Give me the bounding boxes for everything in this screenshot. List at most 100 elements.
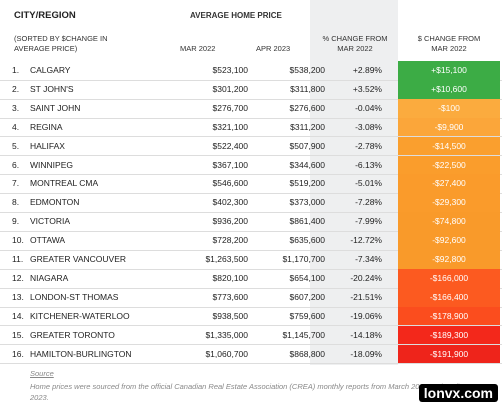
rank: 15. (12, 329, 24, 340)
mar-price: $522,400 (212, 140, 248, 151)
table-row: 7. MONTREAL CMA $546,600 $519,200 -5.01% -$27… (0, 174, 502, 195)
footer-note: Home prices were sourced from the offici… (30, 382, 460, 402)
watermark: lonvx.com (418, 384, 498, 402)
pct-change: +2.89% (352, 65, 382, 75)
rank: 3. (12, 102, 20, 113)
table-row: 3. SAINT JOHN $276,700 $276,600 -0.04% -$100 (0, 98, 502, 119)
mar-price: $523,100 (212, 65, 248, 75)
dollar-change: -$14,500 (398, 136, 500, 156)
table-row: 15. GREATER TORONTO $1,335,000 $1,145,700 -1… (0, 325, 502, 346)
city: VICTORIA (30, 216, 70, 227)
dollar-change: -$166,000 (398, 268, 500, 288)
apr-price: $607,200 (289, 291, 325, 302)
dollar-change: -$22,500 (398, 155, 500, 175)
pct-change: -20.24% (350, 272, 382, 283)
pct-column-bg (310, 0, 398, 365)
mar-price: $1,263,500 (205, 254, 248, 264)
city: SAINT JOHN (30, 102, 81, 113)
rank: 9. (12, 216, 20, 227)
dollar-header: $ CHANGE FROM MAR 2022 (417, 34, 481, 53)
table-row: 16. HAMILTON-BURLINGTON $1,060,700 $868,800… (0, 344, 502, 365)
dollar-change: -$178,900 (398, 306, 500, 326)
table-row: 12. NIAGARA $820,100 $654,100 -20.24% -$166,0… (0, 268, 502, 289)
city-header: CITY/REGION (14, 10, 76, 21)
rank: 12. (12, 272, 24, 283)
pct-change: -7.34% (355, 254, 382, 264)
mar-price: $276,700 (212, 102, 248, 113)
apr-price: $311,800 (290, 83, 325, 94)
city: KITCHENER-WATERLOO (30, 310, 130, 321)
pct-change: -7.99% (355, 216, 382, 227)
mar-price: $938,500 (212, 310, 248, 321)
rank: 1. (12, 65, 20, 75)
apr-price: $868,800 (289, 348, 325, 359)
apr-price: $276,600 (289, 102, 325, 113)
mar-price: $367,100 (212, 159, 248, 170)
city: CALGARY (30, 65, 71, 75)
pct-change: -2.78% (355, 140, 382, 151)
pct-change: -0.04% (355, 102, 382, 113)
table-row: 2. ST JOHN'S $301,200 $311,800 +3.52% +$10,60… (0, 79, 502, 100)
city: EDMONTON (30, 197, 80, 208)
dollar-change: -$191,900 (398, 344, 500, 364)
pct-change: -6.13% (355, 159, 382, 170)
rank: 11. (12, 254, 24, 264)
mar-price: $936,200 (212, 216, 248, 227)
rank: 7. (12, 178, 20, 189)
apr-price: $759,600 (289, 310, 325, 321)
city: NIAGARA (30, 272, 69, 283)
dollar-change: -$100 (398, 98, 500, 118)
sort-note: (SORTED BY $CHANGE IN AVERAGE PRICE) (14, 34, 108, 53)
avg-price-header: AVERAGE HOME PRICE (190, 11, 282, 20)
table-row: 5. HALIFAX $522,400 $507,900 -2.78% -$14,500 (0, 136, 502, 157)
rank: 6. (12, 159, 20, 170)
mar-price: $1,060,700 (205, 348, 248, 359)
table-row: 8. EDMONTON $402,300 $373,000 -7.28% -$29,300 (0, 193, 502, 214)
city: WINNIPEG (30, 159, 73, 170)
dollar-change: -$74,800 (398, 212, 500, 231)
table-row: 14. KITCHENER-WATERLOO $938,500 $759,600 -19… (0, 306, 502, 327)
pct-header: % CHANGE FROM MAR 2022 (322, 34, 388, 53)
apr-price: $507,900 (289, 140, 325, 151)
rank: 16. (12, 348, 24, 359)
city: MONTREAL CMA (30, 178, 99, 189)
table-row: 6. WINNIPEG $367,100 $344,600 -6.13% -$22,500 (0, 155, 502, 176)
pct-change: -19.06% (350, 310, 382, 321)
mar-price: $773,600 (212, 291, 248, 302)
pct-change: -12.72% (350, 235, 382, 246)
dollar-change: -$92,600 (398, 231, 500, 250)
table-row: 11. GREATER VANCOUVER $1,263,500 $1,170,700… (0, 250, 502, 270)
table-row: 10. OTTAWA $728,200 $635,600 -12.72% -$92,600 (0, 231, 502, 251)
dollar-change: -$166,400 (398, 287, 500, 307)
table-row: 13. LONDON-ST THOMAS $773,600 $607,200 -21.5… (0, 287, 502, 308)
apr-price: $1,170,700 (282, 254, 325, 264)
dollar-change: -$27,400 (398, 174, 500, 194)
city: OTTAWA (30, 235, 66, 246)
apr-price: $654,100 (289, 272, 325, 283)
city: REGINA (30, 121, 63, 132)
apr-price: $311,200 (290, 121, 325, 132)
table-row: 1. CALGARY $523,100 $538,200 +2.89% +$15,100 (0, 61, 502, 81)
city: GREATER TORONTO (30, 329, 115, 340)
rank: 5. (12, 140, 20, 151)
dollar-change: +$15,100 (398, 61, 500, 80)
source: Source (30, 369, 54, 378)
rank: 10. (12, 235, 24, 246)
mar-price: $546,600 (212, 178, 248, 189)
dollar-change: -$9,900 (398, 117, 500, 137)
mar-price: $820,100 (212, 272, 248, 283)
apr-price: $344,600 (289, 159, 325, 170)
pct-change: -7.28% (355, 197, 382, 208)
rank: 13. (12, 291, 24, 302)
rank: 14. (12, 310, 24, 321)
rank: 2. (12, 83, 20, 94)
apr-price: $635,600 (289, 235, 325, 246)
pct-change: +3.52% (352, 83, 382, 94)
mar-header: MAR 2022 (180, 44, 216, 53)
dollar-change: +$10,600 (398, 79, 500, 99)
mar-price: $301,200 (212, 83, 248, 94)
apr-price: $538,200 (289, 65, 325, 75)
city: LONDON-ST THOMAS (30, 291, 119, 302)
apr-price: $1,145,700 (282, 329, 325, 340)
